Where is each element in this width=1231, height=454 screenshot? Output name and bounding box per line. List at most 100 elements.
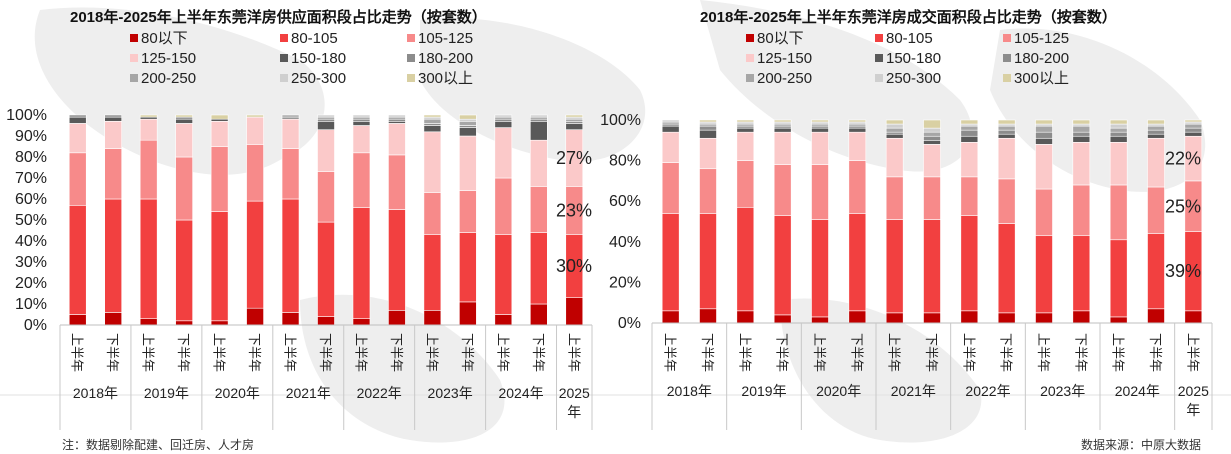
- bar-segment: [529, 303, 548, 326]
- bar-segment: [1184, 123, 1203, 129]
- bar-segment: [1035, 119, 1053, 125]
- bar-segment: [997, 125, 1016, 131]
- bar-segment: [885, 133, 904, 139]
- legend-swatch: [746, 54, 754, 62]
- bar-segment: [699, 125, 717, 131]
- bar-segment: [459, 190, 477, 233]
- bar-segment: [139, 118, 158, 141]
- legend-swatch: [130, 54, 138, 62]
- bar-segment: [997, 312, 1016, 324]
- legend-swatch: [875, 54, 883, 62]
- category-label: 下半年: [999, 333, 1014, 372]
- legend-label: 300以上: [1014, 70, 1069, 87]
- category-label: 下半年: [389, 333, 404, 372]
- year-group-label: 2021年: [286, 385, 331, 401]
- bar-segment: [1184, 121, 1203, 125]
- bar-segment: [459, 118, 477, 122]
- legend-swatch: [280, 74, 288, 82]
- legend-item: 105-125: [407, 30, 473, 47]
- bar-segment: [529, 232, 548, 305]
- legend-label: 250-300: [291, 70, 346, 87]
- bar-segment: [736, 310, 755, 324]
- legend-label: 200-250: [757, 70, 812, 87]
- bar-segment: [736, 127, 755, 133]
- bar-segment: [565, 114, 584, 118]
- bar-segment: [1035, 131, 1053, 139]
- bar-segment: [139, 116, 158, 120]
- legend-item: 300以上: [407, 70, 473, 87]
- bar-segment: [1035, 144, 1053, 190]
- category-label: 上半年: [212, 333, 227, 372]
- bar-segment: [1072, 125, 1091, 133]
- bar-segment: [139, 139, 158, 200]
- chart-title: 2018年-2025年上半年东莞洋房供应面积段占比走势（按套数）: [70, 8, 487, 26]
- bar-segment: [565, 118, 584, 122]
- bar-segment: [960, 119, 979, 125]
- bar-segment: [736, 160, 755, 208]
- bar-segment: [1072, 142, 1091, 186]
- bar-segment: [773, 123, 792, 127]
- bar-segment: [699, 123, 717, 127]
- legend-item: 150-180: [875, 50, 941, 67]
- bar-segment: [960, 310, 979, 324]
- bar-segment: [352, 125, 371, 154]
- y-tick-label: 0%: [24, 317, 47, 334]
- bar-segment: [811, 164, 829, 220]
- category-label: 下半年: [849, 333, 864, 372]
- legend-item: 80以下: [746, 30, 804, 47]
- bar-segment: [352, 121, 371, 126]
- bar-segment: [773, 119, 792, 123]
- bar-segment: [1035, 188, 1053, 237]
- bar-segment: [773, 121, 792, 125]
- legend-label: 105-125: [418, 30, 473, 47]
- legend-swatch: [746, 34, 754, 42]
- year-group-label: 2021年: [891, 383, 936, 399]
- bar-segment: [317, 116, 335, 120]
- bar-segment: [997, 129, 1016, 135]
- bar-segment: [317, 316, 335, 326]
- bar-segment: [960, 125, 979, 131]
- year-group-label: 2020年: [215, 385, 260, 401]
- bar-segment: [494, 114, 513, 118]
- bar-segment: [1147, 133, 1165, 139]
- bar-segment: [459, 135, 477, 191]
- bar-segment: [885, 176, 904, 220]
- bar-segment: [1035, 123, 1053, 127]
- bar-segment: [68, 205, 87, 315]
- bar-segment: [699, 119, 717, 123]
- bar-segment: [848, 213, 867, 312]
- bar-segment: [210, 121, 229, 147]
- bar-segment: [104, 198, 122, 313]
- legend-item: 125-150: [130, 50, 196, 67]
- bar-segment: [923, 144, 941, 178]
- bar-segment: [494, 177, 513, 236]
- bar-segment: [565, 116, 584, 120]
- category-label: 下半年: [1148, 333, 1163, 372]
- bar-segment: [699, 213, 717, 310]
- bar-segment: [811, 123, 829, 127]
- y-tick-label: 100%: [6, 107, 47, 124]
- year-group-label: 2018年: [73, 385, 118, 401]
- bar-segment: [1072, 131, 1091, 137]
- bar-segment: [104, 114, 122, 118]
- bar-segment: [529, 116, 548, 120]
- bars: [68, 114, 584, 326]
- bar-segment: [923, 312, 941, 324]
- y-tick-label: 10%: [15, 296, 47, 313]
- category-label: 下半年: [247, 333, 262, 372]
- bar-segment: [923, 131, 941, 137]
- year-group-label: 2025 年: [559, 385, 590, 420]
- category-label: 上半年: [283, 333, 298, 372]
- bar-segment: [352, 318, 371, 326]
- category-label: 上半年: [566, 333, 581, 372]
- bar-segment: [1035, 235, 1053, 314]
- category-label: 上半年: [424, 333, 439, 372]
- bar-segment: [459, 127, 477, 137]
- bar-segment: [210, 114, 229, 120]
- bar-segment: [1109, 127, 1128, 133]
- bar-segment: [1147, 308, 1165, 324]
- bar-segment: [661, 131, 680, 163]
- bar-segment: [960, 215, 979, 312]
- bar-segment: [388, 309, 406, 326]
